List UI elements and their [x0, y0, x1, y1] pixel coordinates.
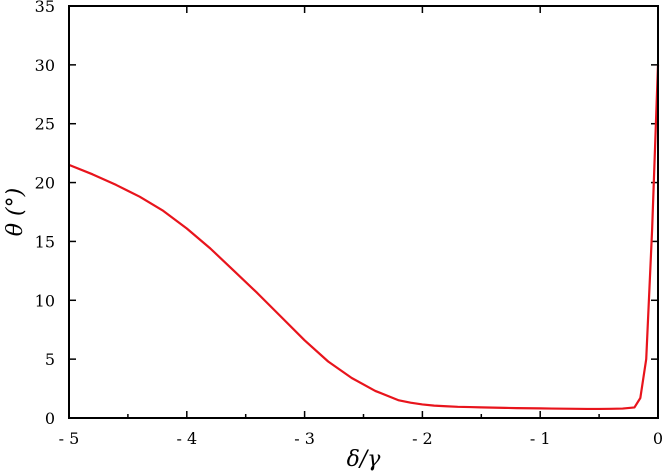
- x-tick-label: - 2: [412, 429, 433, 448]
- y-tick-label: 30: [35, 56, 55, 75]
- y-axis-label: θ (°): [3, 188, 28, 236]
- x-tick-label: - 1: [530, 429, 551, 448]
- plot-frame: [68, 5, 659, 419]
- y-tick-label: 0: [45, 409, 55, 428]
- x-tick-label: - 4: [176, 429, 197, 448]
- y-tick-label: 10: [35, 291, 55, 310]
- y-tick-label: 20: [35, 174, 55, 193]
- y-tick-label: 15: [35, 232, 55, 251]
- x-tick-label: 0: [653, 429, 663, 448]
- x-tick-label: - 5: [59, 429, 80, 448]
- series-line: [68, 64, 660, 411]
- y-tick-label: 5: [45, 350, 55, 369]
- x-axis-label: δ/γ: [347, 447, 382, 472]
- x-tick-label: - 3: [294, 429, 315, 448]
- y-tick-label: 35: [35, 0, 55, 16]
- series-layer: [68, 64, 660, 411]
- x-tick-marks: [68, 6, 659, 418]
- x-tick-labels: - 5 - 4 - 3 - 2 - 1 0: [59, 429, 663, 448]
- y-tick-marks: [69, 5, 658, 419]
- y-tick-label: 25: [35, 115, 55, 134]
- y-tick-labels: 0 5 10 15 20 25 30 35: [35, 0, 55, 428]
